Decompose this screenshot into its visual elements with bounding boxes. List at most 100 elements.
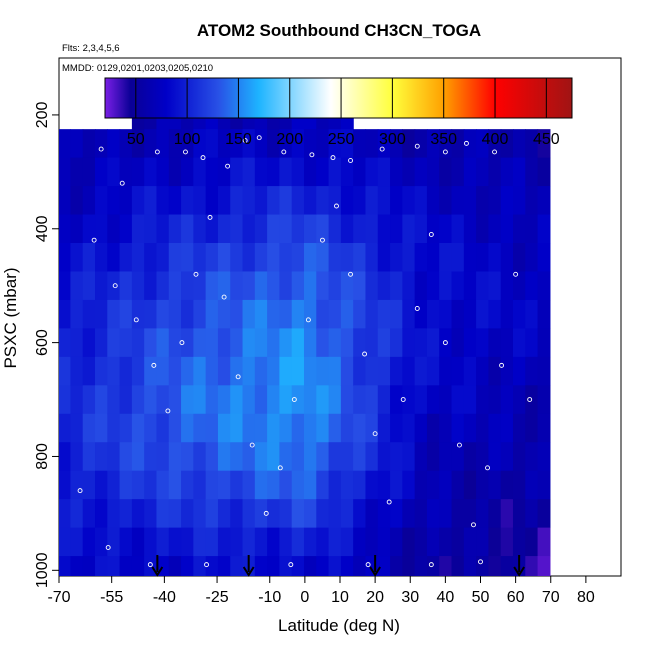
heatmap-cell (426, 129, 440, 159)
heatmap-cell (488, 186, 502, 216)
x-tick-label: 50 (472, 589, 490, 606)
heatmap-cell (512, 413, 526, 443)
heatmap-cell (242, 129, 256, 159)
heatmap-cell (59, 299, 72, 329)
heatmap-cell (107, 442, 121, 472)
heatmap-cell (439, 129, 453, 159)
heatmap-cell (328, 157, 342, 187)
heatmap-cell (365, 328, 379, 358)
sample-point (334, 203, 339, 209)
heatmap-cell (451, 129, 465, 159)
heatmap-cell (70, 442, 84, 472)
heatmap-cell (181, 271, 194, 301)
heatmap-cell (267, 243, 281, 273)
heatmap-cell (402, 470, 416, 500)
heatmap-cell (205, 243, 219, 273)
heatmap-cell (451, 385, 465, 415)
heatmap-cell (463, 413, 477, 443)
sample-point (291, 397, 297, 402)
heatmap-cell (390, 271, 403, 301)
heatmap-cell (512, 442, 526, 472)
heatmap-cell (377, 499, 391, 529)
heatmap-cell (316, 413, 330, 443)
heatmap-cell (316, 385, 330, 415)
heatmap-cell (316, 214, 330, 244)
heatmap-cell (426, 413, 440, 443)
heatmap-cell (488, 356, 502, 386)
heatmap-cell (156, 499, 170, 529)
heatmap-cell (316, 129, 330, 159)
sample-point (478, 559, 483, 565)
heatmap-cell (414, 556, 428, 576)
heatmap-cell (131, 527, 145, 557)
heatmap-cell (230, 499, 244, 529)
heatmap-cell (59, 413, 72, 443)
heatmap-cell (463, 470, 477, 500)
heatmap-cell (390, 157, 403, 187)
heatmap-cell (217, 186, 231, 216)
heatmap-cell (168, 186, 182, 216)
heatmap-cell (205, 299, 219, 329)
sample-point (154, 149, 160, 155)
heatmap-cell (230, 214, 244, 244)
heatmap-cell (279, 186, 293, 216)
heatmap-cell (365, 413, 379, 443)
sample-point (414, 306, 420, 311)
heatmap-cell (279, 214, 293, 244)
heatmap-cell (476, 499, 490, 529)
heatmap-cell (279, 385, 293, 415)
heatmap-cell (144, 470, 158, 500)
heatmap-cell (365, 214, 379, 244)
heatmap-cell (451, 271, 465, 301)
sample-point (365, 562, 371, 568)
colorbar-tick-label: 350 (430, 131, 457, 148)
heatmap-cell (316, 328, 330, 358)
heatmap-cell (512, 186, 526, 216)
x-tick-label: 80 (577, 589, 595, 606)
heatmap-cell (365, 442, 379, 472)
heatmap-cell (390, 556, 403, 576)
heatmap-cell (119, 413, 133, 443)
heatmap-cell (144, 442, 158, 472)
sample-point (193, 271, 199, 277)
heatmap-cell (316, 556, 330, 576)
heatmap-cell (426, 356, 440, 386)
heatmap-cell (131, 328, 145, 358)
heatmap-cell (328, 356, 342, 386)
heatmap-cell (303, 499, 317, 529)
heatmap-cell (95, 527, 108, 557)
heatmap-cell (267, 385, 281, 415)
sample-point (348, 271, 353, 277)
heatmap-cell (537, 271, 551, 301)
heatmap-cell (353, 556, 367, 576)
sample-point (464, 140, 469, 146)
heatmap-cell (500, 385, 514, 415)
heatmap-cell (377, 470, 391, 500)
heatmap-cell (525, 157, 539, 187)
heatmap-cell (291, 214, 305, 244)
heatmap-cell (107, 299, 121, 329)
heatmap-cell (242, 470, 256, 500)
heatmap-cell (70, 129, 84, 159)
heatmap-cell (402, 243, 416, 273)
heatmap-cell (303, 442, 317, 472)
sample-point (200, 155, 206, 161)
heatmap-cell (242, 385, 256, 415)
heatmap-cell (365, 271, 379, 301)
heatmap-cell (70, 214, 84, 244)
heatmap-cell (181, 356, 194, 386)
heatmap-cell (205, 385, 219, 415)
heatmap-cell (390, 470, 403, 500)
heatmap-cell (254, 243, 268, 273)
y-tick-label: 200 (34, 101, 51, 128)
heatmap-cell (131, 271, 145, 301)
heatmap-cell (217, 385, 231, 415)
heatmap-cell (168, 556, 182, 576)
heatmap-cell (463, 271, 477, 301)
heatmap-cell (463, 385, 477, 415)
heatmap-cell (279, 157, 293, 187)
heatmap-cell (488, 299, 502, 329)
heatmap-cell (512, 129, 526, 159)
sample-point (147, 562, 153, 568)
heatmap-cell (426, 385, 440, 415)
